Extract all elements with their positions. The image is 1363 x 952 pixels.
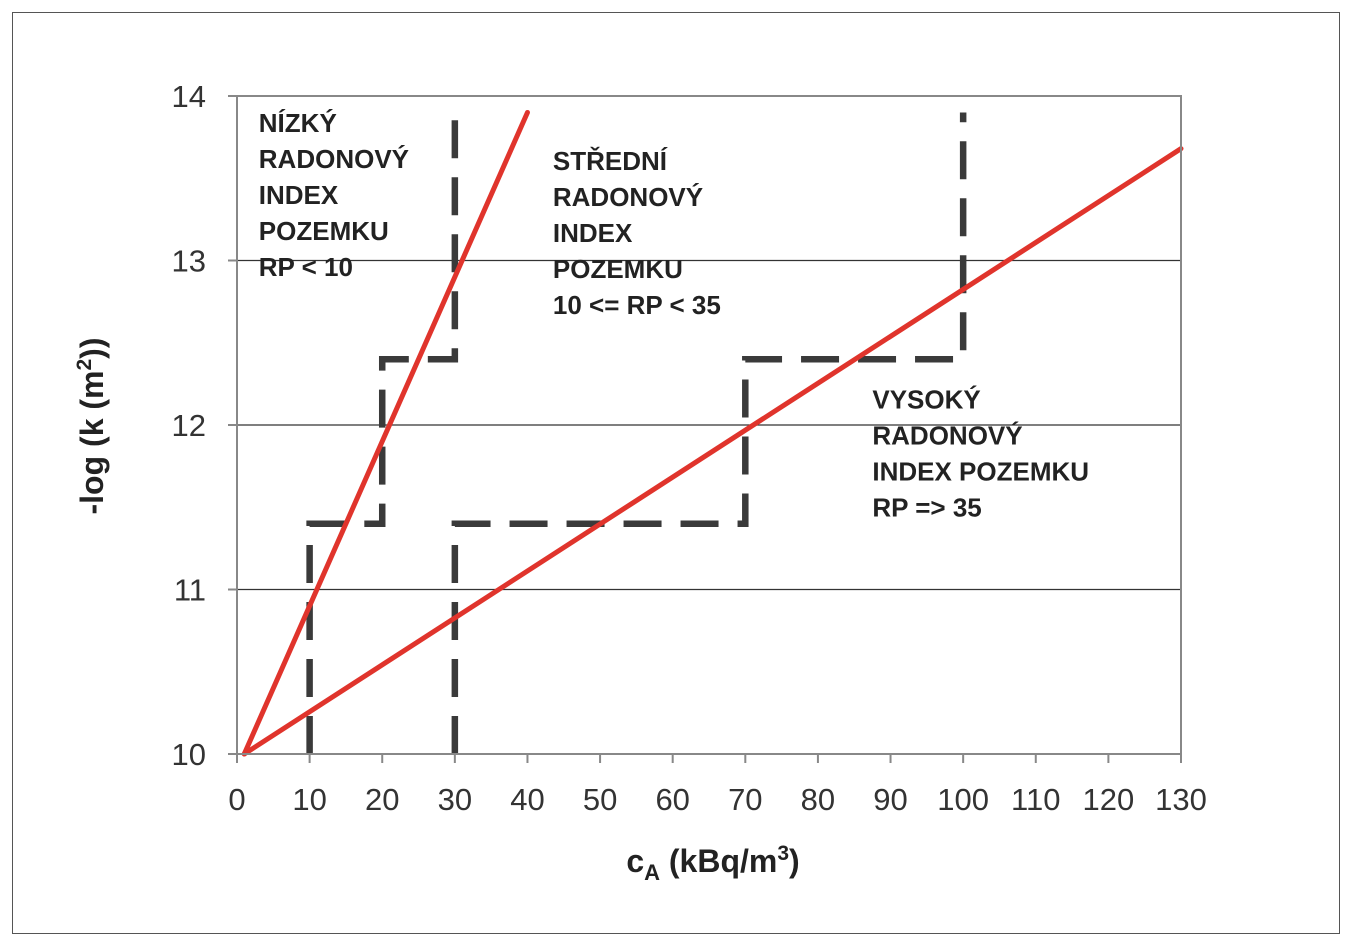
y-tick-label-13: 13 bbox=[172, 244, 206, 279]
x-tick-label-40: 40 bbox=[510, 782, 544, 817]
x-tick-label-80: 80 bbox=[801, 782, 835, 817]
y-tick-label-11: 11 bbox=[174, 573, 206, 608]
x-tick-label-90: 90 bbox=[873, 782, 907, 817]
y-tick-label-10: 10 bbox=[172, 737, 206, 772]
series-line-1 bbox=[241, 109, 530, 757]
series-lines bbox=[241, 109, 1184, 757]
y-axis-title: -log (k (m2)) bbox=[73, 338, 110, 515]
series-line-2 bbox=[241, 146, 1184, 757]
y-tick-label-12: 12 bbox=[172, 408, 206, 443]
x-axis-title: cA (kBq/m3) bbox=[626, 842, 799, 885]
zone-annotations: NÍZKÝ RADONOVÝ INDEX POZEMKU RP < 10 STŘEDNÍ R… bbox=[259, 108, 1089, 522]
grid-lines bbox=[237, 259, 1181, 591]
x-axis-ticks: 0 10 20 30 40 50 60 70 80 90 100 110 120 130 bbox=[228, 754, 1207, 817]
x-tick-label-10: 10 bbox=[292, 782, 326, 817]
x-tick-label-120: 120 bbox=[1083, 782, 1135, 817]
zone-boundary-1 bbox=[306, 112, 459, 754]
y-axis-ticks: 10 11 12 13 14 bbox=[172, 79, 237, 772]
x-tick-label-60: 60 bbox=[655, 782, 689, 817]
x-tick-label-70: 70 bbox=[728, 782, 762, 817]
zone-label-1: NÍZKÝ RADONOVÝ INDEX POZEMKU RP < 10 bbox=[259, 108, 409, 282]
x-tick-label-0: 0 bbox=[228, 782, 245, 817]
x-tick-label-30: 30 bbox=[438, 782, 472, 817]
x-tick-label-130: 130 bbox=[1155, 782, 1207, 817]
x-tick-label-110: 110 bbox=[1011, 782, 1060, 817]
x-tick-label-100: 100 bbox=[937, 782, 989, 817]
zone-label-2: STŘEDNÍ RADONOVÝ INDEX POZEMKU 10 <= RP < 35 bbox=[553, 146, 721, 320]
zone-label-3: VYSOKÝ RADONOVÝ INDEX POZEMKU RP => 35 bbox=[872, 385, 1089, 523]
y-tick-label-14: 14 bbox=[172, 79, 206, 114]
zone-boundaries bbox=[306, 112, 967, 754]
figure-frame bbox=[12, 12, 1340, 934]
x-tick-label-20: 20 bbox=[365, 782, 399, 817]
zone-boundary-2 bbox=[451, 112, 967, 754]
x-tick-label-50: 50 bbox=[583, 782, 617, 817]
